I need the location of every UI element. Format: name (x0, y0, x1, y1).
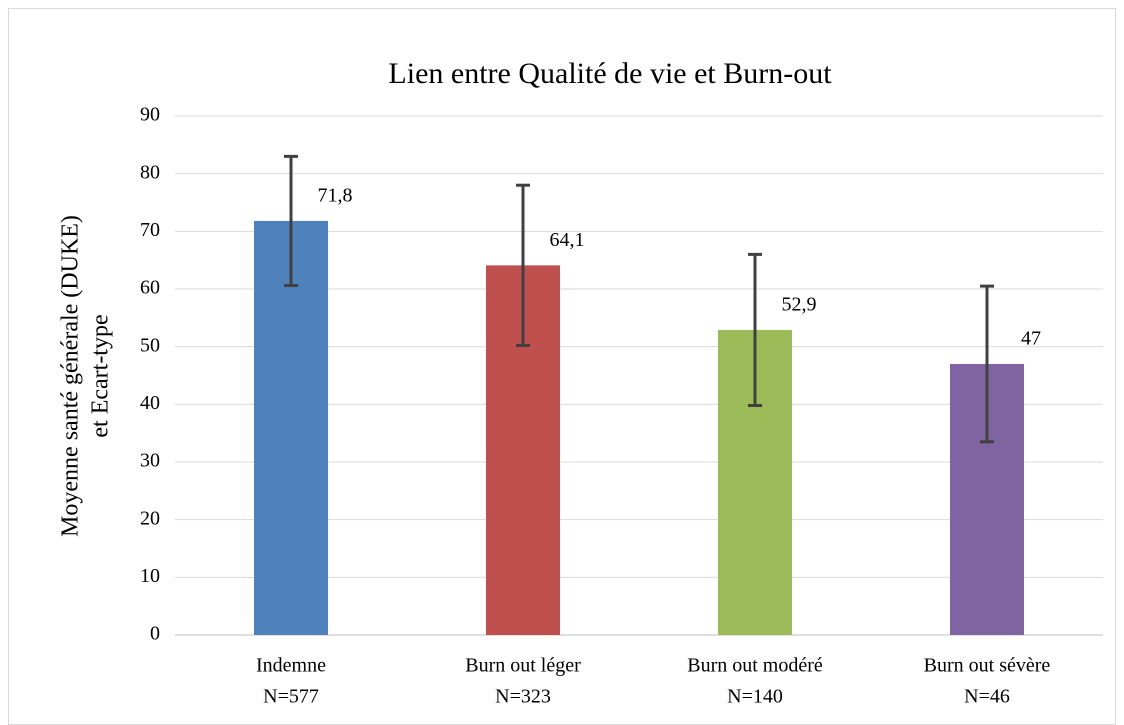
data-label: 52,9 (782, 294, 817, 316)
y-tick-label: 10 (140, 565, 160, 587)
y-tick-label: 30 (140, 450, 160, 472)
x-tick-label: N=140 (727, 686, 783, 708)
data-label: 47 (1021, 328, 1041, 350)
data-label: 64,1 (550, 229, 585, 251)
y-axis-label: et Ecart-type (88, 314, 114, 437)
x-tick-label: Indemne (256, 655, 326, 677)
y-tick-label: 60 (140, 277, 160, 299)
y-tick-label: 90 (140, 104, 160, 126)
chart-border (8, 8, 1116, 725)
y-tick-label: 20 (140, 507, 160, 529)
y-tick-label: 80 (140, 161, 160, 183)
x-tick-label: N=577 (263, 686, 319, 708)
x-tick-label: N=323 (495, 686, 551, 708)
x-tick-label: Burn out sévère (924, 655, 1051, 677)
data-label: 71,8 (318, 185, 353, 207)
x-tick-label: Burn out léger (465, 655, 581, 677)
x-tick-label: N=46 (964, 686, 1010, 708)
x-tick-label: Burn out modéré (687, 655, 823, 677)
bar (254, 220, 328, 635)
chart-title: Lien entre Qualité de vie et Burn-out (388, 57, 832, 90)
y-tick-label: 40 (140, 392, 160, 414)
y-axis-label: Moyenne santé générale (DUKE) (58, 215, 84, 537)
y-tick-label: 0 (150, 623, 160, 645)
y-tick-label: 70 (140, 219, 160, 241)
y-tick-label: 50 (140, 334, 160, 356)
